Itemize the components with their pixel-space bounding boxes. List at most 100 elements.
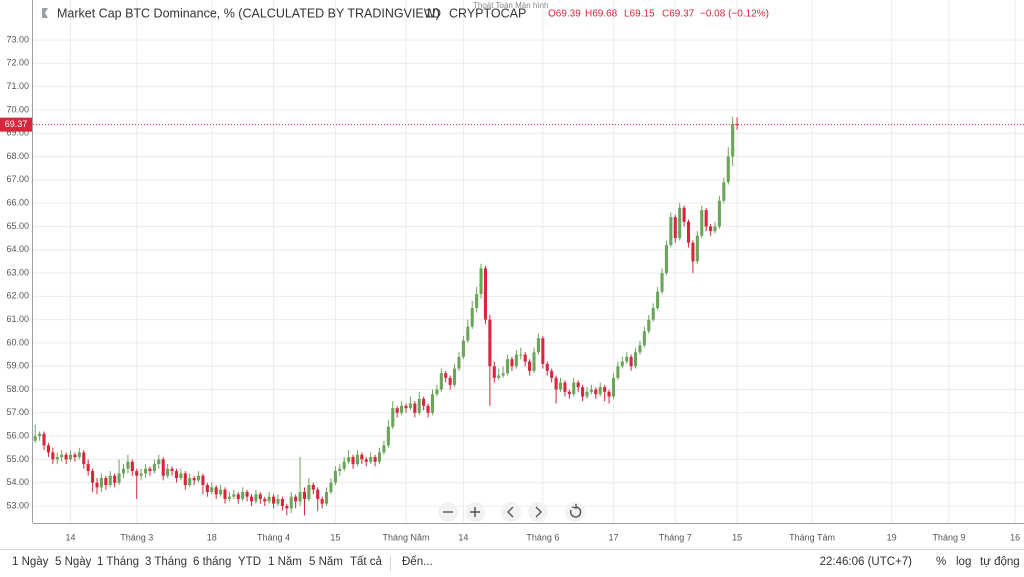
candle-body xyxy=(174,471,179,479)
candle-body xyxy=(219,489,223,495)
candle-body xyxy=(223,489,227,500)
candle-body xyxy=(444,373,448,378)
range-button[interactable]: 5 Ngày xyxy=(55,556,92,568)
candle-body xyxy=(382,445,386,453)
range-button[interactable]: 1 Tháng xyxy=(97,556,139,568)
candle-body xyxy=(285,505,289,509)
price-label: 69.37 xyxy=(5,119,28,129)
y-tick-label: 59.00 xyxy=(6,361,29,371)
range-button[interactable]: 1 Ngày xyxy=(12,556,49,568)
range-button[interactable]: Tất cả xyxy=(350,556,382,568)
candle-body xyxy=(413,403,417,413)
candle-body xyxy=(391,408,395,427)
candle-body xyxy=(245,492,249,497)
toolbar: 1 Ngày 5 Ngày 1 Tháng 3 Tháng 6 tháng YTD 1 Nă… xyxy=(0,549,1024,577)
symbol: CRYPTOCAP xyxy=(449,6,526,20)
candle-body xyxy=(51,452,55,460)
y-tick-label: 63.00 xyxy=(6,267,29,277)
candle-body xyxy=(254,494,258,502)
goto-button[interactable]: Đến... xyxy=(402,556,433,568)
candle-body xyxy=(603,387,607,392)
range-button[interactable]: YTD xyxy=(238,556,261,568)
candle-body xyxy=(709,226,713,232)
clock: 22:46:06 (UTC+7) xyxy=(819,556,912,568)
candle-body xyxy=(453,368,457,385)
candle-body xyxy=(192,478,196,481)
candle-body xyxy=(205,485,209,493)
candle-body xyxy=(417,398,421,413)
candle-body xyxy=(400,405,404,413)
candle-body xyxy=(333,471,337,483)
reset-icon xyxy=(569,504,582,518)
candle-body xyxy=(448,377,452,385)
candle-body xyxy=(620,361,624,367)
candle-body xyxy=(634,352,638,367)
candle-body xyxy=(651,307,655,320)
candle-body xyxy=(492,366,496,378)
candle-body xyxy=(201,475,205,486)
candle-body xyxy=(532,352,536,371)
candle-body xyxy=(280,499,284,506)
candle-body xyxy=(307,485,311,500)
x-tick-label: Tháng 4 xyxy=(257,532,290,542)
candle-body xyxy=(82,452,86,465)
candle-body xyxy=(386,426,390,446)
candle-body xyxy=(430,394,435,413)
ohlc-open: O69.39 xyxy=(548,9,581,20)
plot xyxy=(33,116,1024,516)
candle-body xyxy=(33,436,37,441)
candle-body xyxy=(572,382,576,395)
candle-body xyxy=(170,468,174,472)
candle-body xyxy=(236,494,240,500)
candle-body xyxy=(135,471,139,476)
candle-body xyxy=(497,375,501,378)
reset-button[interactable] xyxy=(565,502,585,522)
candle-body xyxy=(611,377,616,397)
candle-body xyxy=(338,468,342,472)
log-toggle[interactable]: log xyxy=(956,556,972,568)
candle-body xyxy=(717,200,721,227)
candle-body xyxy=(585,391,589,397)
y-tick-label: 54.00 xyxy=(6,477,29,487)
candle-body xyxy=(276,499,280,504)
candle-body xyxy=(55,457,59,460)
candle-body xyxy=(505,359,510,374)
candle-body xyxy=(422,398,426,406)
scroll-left-button[interactable] xyxy=(501,502,521,522)
range-button[interactable]: 1 Năm xyxy=(268,556,302,568)
candle-body xyxy=(294,496,298,502)
y-tick-label: 65.00 xyxy=(6,221,29,231)
candle-body xyxy=(196,475,201,481)
range-button[interactable]: 5 Năm xyxy=(309,556,343,568)
auto-toggle[interactable]: tự động xyxy=(980,556,1020,568)
candle-body xyxy=(157,459,161,465)
range-button[interactable]: 3 Tháng xyxy=(145,556,187,568)
candle-body xyxy=(316,489,320,500)
x-tick-label: 15 xyxy=(732,532,742,542)
candle-body xyxy=(130,461,134,472)
candle-body xyxy=(325,492,329,504)
candle-body xyxy=(342,461,346,469)
candle-body xyxy=(629,356,633,367)
y-tick-label: 70.00 xyxy=(6,104,29,114)
chart-title: Market Cap BTC Dominance, % (CALCULATED … xyxy=(57,6,440,20)
candle-body xyxy=(311,485,315,490)
percent-toggle[interactable]: % xyxy=(936,556,947,568)
candle-body xyxy=(704,210,708,227)
candle-body xyxy=(576,382,580,388)
range-button[interactable]: 6 tháng xyxy=(193,556,232,568)
candle-body xyxy=(594,389,598,395)
scroll-right-button[interactable] xyxy=(528,502,548,522)
candle-body xyxy=(660,273,664,292)
interval: 1D xyxy=(425,6,441,20)
candle-body xyxy=(249,496,254,502)
y-tick-label: 57.00 xyxy=(6,407,29,417)
candle-body xyxy=(329,482,333,493)
candle-body xyxy=(581,387,585,397)
x-tick-label: Tháng 9 xyxy=(932,532,965,542)
candle-body xyxy=(289,496,293,509)
candle-body xyxy=(214,487,218,495)
candle-body xyxy=(267,496,271,502)
y-tick-label: 60.00 xyxy=(6,337,29,347)
candle-body xyxy=(104,478,108,486)
